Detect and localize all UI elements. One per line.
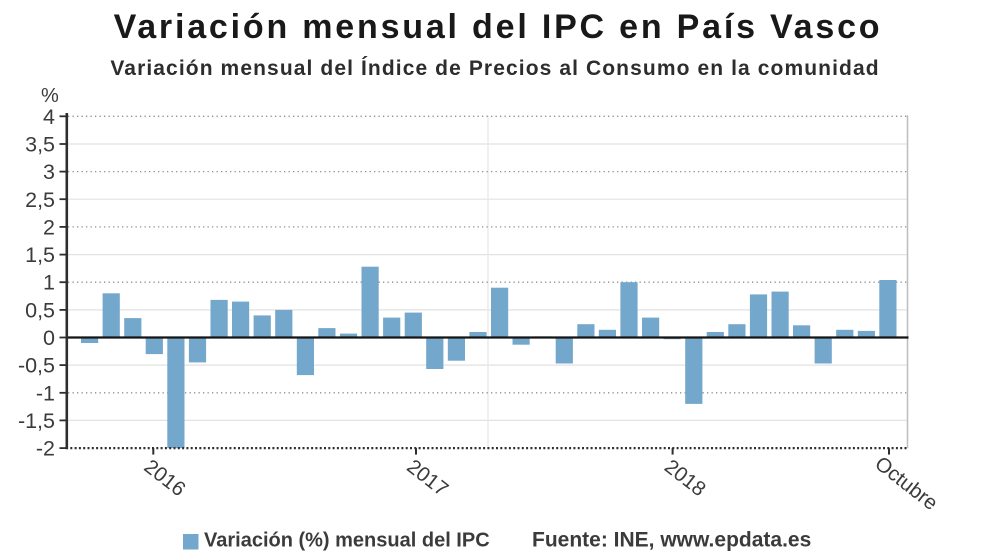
svg-text:2017: 2017: [402, 455, 452, 501]
svg-text:-1,5: -1,5: [18, 409, 55, 433]
svg-text:2016: 2016: [140, 455, 190, 501]
svg-text:-1: -1: [36, 381, 55, 405]
svg-text:Fuente: INE, www.epdata.es: Fuente: INE, www.epdata.es: [532, 529, 811, 552]
svg-text:2018: 2018: [660, 455, 710, 501]
svg-text:1,5: 1,5: [25, 243, 55, 267]
svg-text:-2: -2: [36, 437, 55, 461]
svg-text:0: 0: [43, 326, 55, 350]
svg-text:-0,5: -0,5: [18, 354, 55, 378]
svg-text:1: 1: [43, 271, 55, 295]
svg-text:0,5: 0,5: [25, 298, 55, 322]
svg-text:Variación (%) mensual del IPC: Variación (%) mensual del IPC: [204, 530, 490, 552]
svg-text:Octubre: Octubre: [870, 452, 942, 515]
svg-text:3: 3: [43, 160, 55, 184]
svg-text:4: 4: [43, 105, 55, 129]
svg-text:2: 2: [43, 215, 55, 239]
svg-text:3,5: 3,5: [25, 133, 55, 157]
svg-text:2,5: 2,5: [25, 188, 55, 212]
